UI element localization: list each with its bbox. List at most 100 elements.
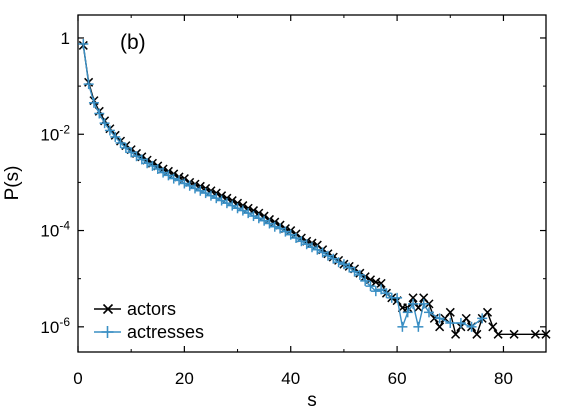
data-point-actresses <box>120 142 131 153</box>
data-point-actresses <box>179 178 190 189</box>
data-point-actresses <box>163 170 174 181</box>
data-point-actors <box>445 307 455 317</box>
data-point-actresses <box>131 151 142 162</box>
data-point-actors <box>371 277 381 287</box>
data-point-actresses <box>317 247 328 258</box>
y-axis-label: P(s) <box>2 166 23 201</box>
data-point-actresses <box>205 190 216 201</box>
data-point-actresses <box>354 269 365 280</box>
data-point-actresses <box>280 226 291 237</box>
x-axis-label: s <box>307 390 317 411</box>
data-point-actresses <box>328 253 339 264</box>
data-point-actresses <box>243 208 254 219</box>
data-point-actresses <box>338 259 349 270</box>
data-point-actors <box>365 275 376 285</box>
data-point-actresses <box>291 232 302 243</box>
data-point-actors <box>482 307 493 317</box>
data-point-actors <box>429 313 439 323</box>
y-tick-label: 10-6 <box>40 315 70 337</box>
data-point-actresses <box>94 108 105 119</box>
data-point-actors <box>493 329 503 339</box>
data-point-actresses <box>253 213 264 224</box>
data-point-actresses <box>195 185 206 196</box>
data-point-actors <box>530 329 540 339</box>
data-point-actresses <box>168 173 179 184</box>
data-point-actresses <box>434 313 445 324</box>
data-point-actresses <box>99 118 110 129</box>
legend-label-actors: actors <box>127 299 176 319</box>
data-point-actresses <box>392 292 403 303</box>
data-point-actresses <box>152 163 163 174</box>
data-point-actresses <box>184 180 195 191</box>
data-point-actresses <box>88 97 99 108</box>
data-point-actresses <box>376 284 387 295</box>
data-point-actresses <box>211 193 222 204</box>
data-point-actresses <box>78 38 89 49</box>
data-point-actresses <box>190 183 200 194</box>
series-line-actors <box>82 45 546 336</box>
data-point-actresses <box>413 321 424 332</box>
data-point-actresses <box>221 198 232 209</box>
series-actresses <box>78 38 488 332</box>
y-tick-label: 10-4 <box>40 219 70 241</box>
x-tick-label: 60 <box>388 369 407 388</box>
data-point-actresses <box>259 215 270 226</box>
data-point-actresses <box>248 211 259 222</box>
series-actors <box>78 40 551 339</box>
data-point-actresses <box>370 286 381 297</box>
data-point-actresses <box>174 175 185 186</box>
plot-frame <box>77 14 547 353</box>
data-point-actresses <box>216 195 227 206</box>
y-tick-label: 10-2 <box>40 122 70 144</box>
data-point-actresses <box>455 318 466 329</box>
data-point-actors <box>541 329 551 339</box>
legend-marker-actresses <box>101 326 114 338</box>
data-point-actresses <box>264 218 275 229</box>
data-point-actors <box>408 293 418 303</box>
data-point-actresses <box>397 321 408 332</box>
data-point-actresses <box>365 281 376 292</box>
x-tick-label: 80 <box>494 369 513 388</box>
data-point-actresses <box>381 288 392 299</box>
data-point-actors <box>424 299 434 309</box>
data-point-actresses <box>360 275 371 286</box>
data-point-actresses <box>349 266 360 277</box>
data-point-actresses <box>147 160 158 171</box>
data-point-actresses <box>126 147 137 158</box>
series-line-actresses <box>82 43 483 330</box>
data-point-actresses <box>232 203 243 214</box>
axis-ticks: 0 20 40 60 80 1 10-2 10-4 10-6 <box>40 15 546 388</box>
x-tick-label: 0 <box>73 369 82 388</box>
data-point-actresses <box>83 79 94 90</box>
data-point-actors <box>413 303 423 313</box>
data-point-actresses <box>115 137 126 148</box>
data-point-actresses <box>307 242 317 253</box>
data-point-actors <box>488 322 498 332</box>
data-point-actresses <box>237 205 248 216</box>
data-point-actresses <box>104 125 115 136</box>
data-point-actresses <box>285 229 296 240</box>
series-layer <box>78 38 551 339</box>
data-point-actresses <box>296 236 307 247</box>
data-point-actresses <box>322 250 333 261</box>
data-point-actresses <box>142 158 153 169</box>
data-point-actors <box>451 329 461 339</box>
data-point-actresses <box>301 239 312 250</box>
data-point-actresses <box>418 298 429 309</box>
data-point-actresses <box>110 131 121 142</box>
data-point-actresses <box>312 244 323 255</box>
data-point-actresses <box>424 307 434 318</box>
data-point-actresses <box>445 318 456 329</box>
data-point-actors <box>472 329 482 339</box>
data-point-actresses <box>136 154 147 165</box>
data-point-actresses <box>477 313 488 324</box>
data-point-actresses <box>402 307 413 318</box>
data-point-actors <box>509 329 519 339</box>
data-point-actresses <box>408 298 419 309</box>
data-point-actresses <box>158 167 169 178</box>
data-point-actresses <box>227 200 238 211</box>
x-tick-label: 20 <box>175 369 194 388</box>
data-point-actors <box>376 278 386 288</box>
